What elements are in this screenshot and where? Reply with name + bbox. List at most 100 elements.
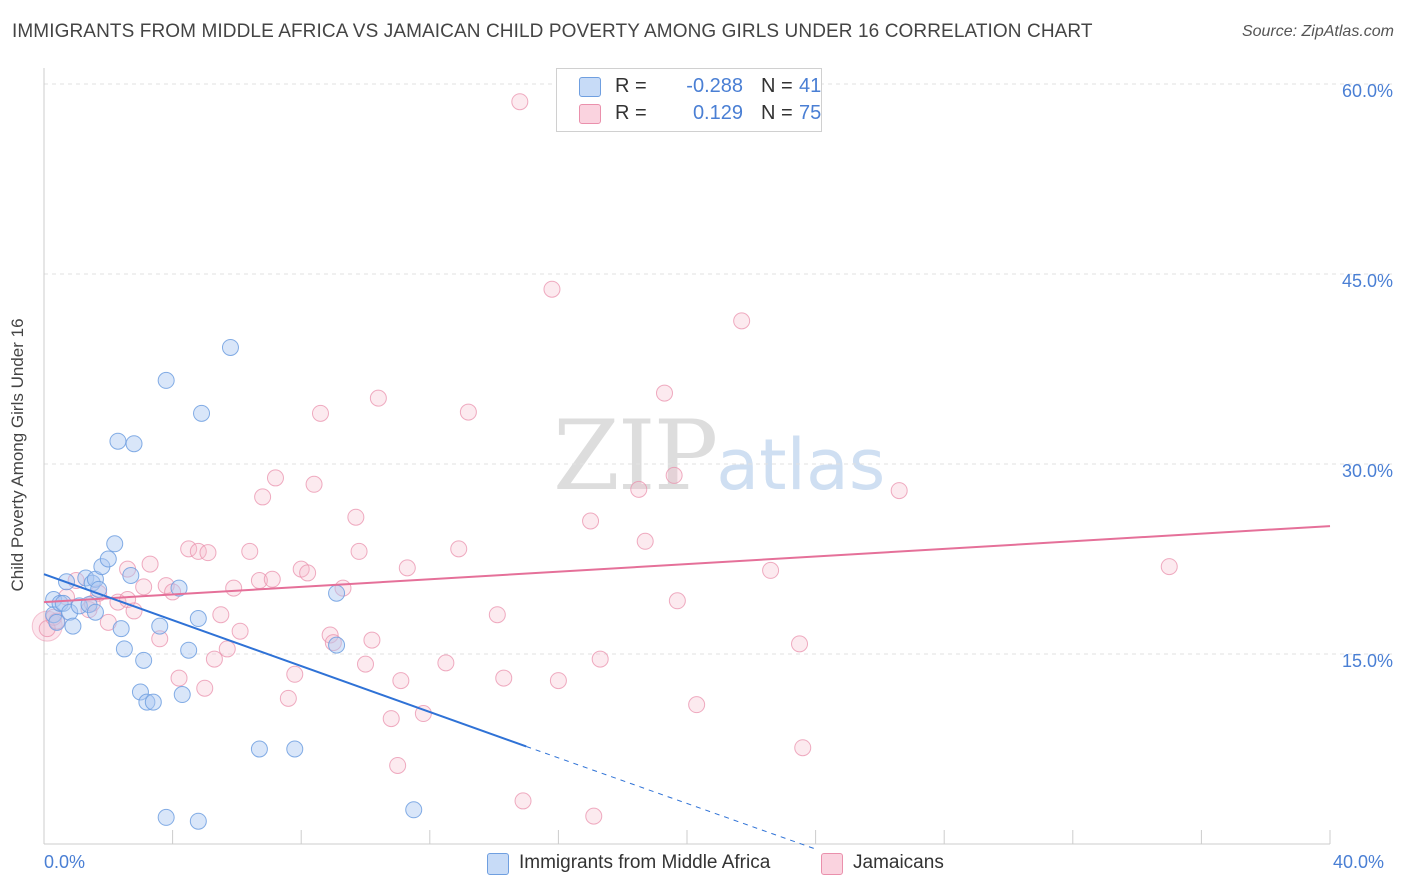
- middle-africa-point: [180, 641, 198, 659]
- legend-label: Jamaicans: [853, 852, 944, 873]
- middle-africa-point: [106, 535, 124, 553]
- middle-africa-point: [189, 812, 207, 830]
- jamaicans-points: [31, 93, 1178, 825]
- middle-africa-point: [405, 801, 423, 819]
- jamaicans-point: [241, 542, 259, 560]
- middle-africa-point: [125, 435, 143, 453]
- corr-r-label: R =: [615, 75, 647, 97]
- middle-africa-point: [193, 404, 211, 422]
- middle-africa-point: [189, 610, 207, 628]
- y-tick-label: 45.0%: [1341, 271, 1393, 291]
- jamaicans-point: [655, 384, 673, 402]
- jamaicans-trend-line: [43, 525, 1331, 604]
- jamaicans-point: [511, 93, 529, 111]
- jamaicans-point: [286, 665, 304, 683]
- y-axis-label: Child Poverty Among Girls Under 16: [8, 318, 27, 592]
- source-label: Source: ZipAtlas.com: [1241, 23, 1394, 40]
- jamaicans-point: [591, 650, 609, 668]
- jamaicans-point: [369, 389, 387, 407]
- jamaicans-point: [450, 540, 468, 558]
- chart-title: IMMIGRANTS FROM MIDDLE AFRICA VS JAMAICA…: [12, 21, 1093, 42]
- jamaicans-point: [636, 532, 654, 550]
- middle-africa-point: [286, 740, 304, 758]
- jamaicans-point: [196, 679, 214, 697]
- corr-r-value: 0.129: [692, 102, 743, 124]
- trend-lines: [43, 525, 1331, 850]
- jamaicans-point: [151, 630, 169, 648]
- jamaicans-point: [180, 540, 198, 558]
- corr-n-label: N =: [761, 75, 793, 97]
- middle-africa-point: [131, 683, 149, 701]
- jamaicans-point: [263, 570, 281, 588]
- jamaicans-point: [157, 577, 175, 595]
- jamaicans-point: [630, 480, 648, 498]
- legend-swatch-blue: [487, 853, 509, 875]
- legend-swatch-pink: [821, 853, 843, 875]
- middle-africa-points: [45, 338, 423, 830]
- jamaicans-point: [459, 403, 477, 421]
- axes: [43, 68, 1331, 845]
- jamaicans-point: [324, 634, 342, 652]
- jamaicans-point: [488, 606, 506, 624]
- middle-africa-point: [328, 636, 346, 654]
- middle-africa-point: [328, 584, 346, 602]
- jamaicans-point: [585, 807, 603, 825]
- jamaicans-point: [141, 555, 159, 573]
- jamaicans-point: [890, 482, 908, 500]
- middle-africa-point: [135, 651, 153, 669]
- jamaicans-point: [762, 561, 780, 579]
- middle-africa-point: [157, 371, 175, 389]
- jamaicans-point: [389, 756, 407, 774]
- jamaicans-point: [437, 654, 455, 672]
- middle-africa-trend-extension: [526, 745, 816, 850]
- jamaicans-point: [218, 640, 236, 658]
- middle-africa-point: [61, 603, 79, 621]
- corr-n-value: 75: [799, 102, 822, 124]
- y-tick-label: 30.0%: [1341, 461, 1393, 481]
- jamaicans-point: [305, 475, 323, 493]
- jamaicans-point: [582, 512, 600, 530]
- middle-africa-point: [144, 693, 162, 711]
- jamaicans-point: [299, 564, 317, 582]
- jamaicans-point: [279, 689, 297, 707]
- jamaicans-point: [514, 792, 532, 810]
- middle-africa-point: [109, 432, 127, 450]
- middle-africa-point: [90, 580, 108, 598]
- middle-africa-point: [86, 603, 104, 621]
- jamaicans-point: [357, 655, 374, 673]
- jamaicans-point: [495, 669, 513, 687]
- middle-africa-point: [48, 613, 66, 631]
- middle-africa-point: [157, 808, 175, 826]
- x-tick-label-min: 0.0%: [44, 852, 86, 872]
- jamaicans-point: [199, 544, 217, 562]
- jamaicans-point-cluster: [31, 610, 63, 642]
- jamaicans-point: [791, 635, 809, 653]
- jamaicans-point: [363, 631, 381, 649]
- jamaicans-point: [347, 508, 365, 526]
- y-tick-label: 60.0%: [1341, 81, 1393, 101]
- correlation-box: R = -0.288 N = 41 R = 0.129 N = 75: [556, 68, 822, 132]
- middle-africa-point: [99, 550, 117, 568]
- middle-africa-point: [138, 693, 156, 711]
- jamaicans-point: [668, 592, 686, 610]
- middle-africa-point: [170, 579, 188, 597]
- jamaicans-point: [543, 280, 561, 298]
- jamaicans-point: [382, 710, 400, 728]
- watermark-atlas: atlas: [716, 424, 886, 506]
- corr-r-value: -0.288: [686, 75, 743, 97]
- middle-africa-point: [112, 620, 130, 638]
- jamaicans-point: [733, 312, 751, 330]
- jamaicans-point: [254, 488, 272, 506]
- middle-africa-point: [115, 640, 133, 658]
- corr-swatch-blue: [579, 77, 601, 97]
- middle-africa-point: [122, 566, 140, 584]
- jamaicans-point: [231, 622, 249, 640]
- middle-africa-point: [64, 617, 82, 635]
- corr-n-label: N =: [761, 102, 793, 124]
- corr-r-label: R =: [615, 102, 647, 124]
- jamaicans-point: [135, 578, 153, 596]
- corr-swatch-pink: [579, 104, 601, 124]
- jamaicans-point: [170, 669, 188, 687]
- jamaicans-point: [350, 542, 368, 560]
